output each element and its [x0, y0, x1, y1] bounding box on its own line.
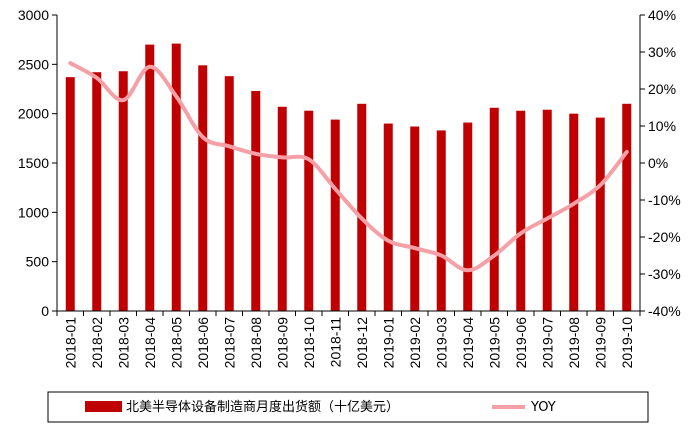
yoy-line	[68, 61, 629, 273]
legend-bar-swatch	[85, 401, 122, 412]
bar-series	[65, 43, 632, 312]
right-tick-label: -10%	[648, 192, 681, 208]
x-tick-label: 2019-06	[513, 317, 529, 369]
x-tick-label: 2018-11	[327, 317, 343, 368]
right-tick-label: 10%	[648, 118, 676, 134]
left-tick-label: 1500	[18, 155, 49, 171]
bar	[622, 103, 632, 311]
left-tick-label: 0	[41, 303, 49, 319]
x-tick-label: 2018-02	[89, 317, 105, 369]
bar	[92, 72, 102, 311]
right-tick-label: -20%	[648, 229, 681, 245]
x-tick-label: 2018-03	[115, 317, 131, 369]
bar	[489, 107, 499, 311]
left-tick-label: 3000	[18, 7, 49, 23]
bar	[569, 113, 579, 312]
bar	[171, 43, 181, 311]
x-tick-label: 2019-04	[460, 317, 476, 369]
x-tick-label: 2019-07	[539, 317, 555, 369]
bar	[198, 65, 208, 311]
right-tick-label: 20%	[648, 81, 676, 97]
legend-line-label: YOY	[530, 400, 556, 415]
x-axis-ticks: 2018-01 2018-02 2018-03 2018-04 2018-05 2018-…	[56, 311, 641, 369]
bar	[304, 110, 314, 311]
x-tick-label: 2019-03	[433, 317, 449, 369]
left-axis-ticks: 0 500 1000 1500 2000 2500 3000	[18, 7, 57, 319]
bar	[410, 126, 420, 311]
bar	[463, 122, 473, 312]
x-tick-label: 2019-09	[592, 317, 608, 369]
left-tick-label: 500	[26, 254, 50, 270]
x-tick-label: 2018-06	[195, 317, 211, 369]
x-tick-label: 2019-01	[380, 317, 396, 369]
bar	[330, 119, 340, 311]
left-tick-label: 2000	[18, 106, 49, 122]
x-tick-label: 2018-04	[142, 317, 158, 369]
right-tick-label: 40%	[648, 7, 676, 23]
right-tick-label: 0%	[648, 155, 668, 171]
x-tick-label: 2018-12	[354, 317, 370, 369]
x-tick-label: 2019-10	[619, 317, 635, 369]
bar	[224, 76, 234, 311]
bar	[145, 44, 155, 311]
left-tick-label: 1000	[18, 204, 49, 220]
legend-bar-label: 北美半导体设备制造商月度出货额（十亿美元）	[126, 399, 399, 415]
x-tick-label: 2018-08	[248, 317, 264, 369]
bar	[357, 103, 367, 311]
bar	[436, 130, 446, 311]
right-tick-label: 30%	[648, 44, 676, 60]
bar	[542, 109, 552, 311]
x-tick-label: 2018-07	[221, 317, 237, 369]
right-tick-label: -30%	[648, 266, 681, 282]
x-tick-label: 2019-02	[407, 317, 423, 369]
right-tick-label: -40%	[648, 303, 681, 319]
bar	[251, 90, 261, 312]
bar	[118, 71, 128, 312]
bar	[277, 106, 287, 311]
x-tick-label: 2018-01	[62, 317, 78, 369]
x-tick-label: 2018-05	[168, 317, 184, 369]
left-tick-label: 2500	[18, 56, 49, 72]
bar	[595, 117, 605, 311]
x-tick-label: 2019-08	[566, 317, 582, 369]
x-tick-label: 2018-09	[274, 317, 290, 369]
right-axis-ticks: -40% -30% -20% -10% 0% 10% 20% 30% 40%	[640, 7, 681, 319]
x-tick-label: 2019-05	[486, 317, 502, 369]
legend-box	[47, 391, 649, 423]
bar	[383, 123, 393, 312]
bar	[65, 77, 75, 311]
x-tick-label: 2018-10	[301, 317, 317, 369]
bar	[516, 110, 526, 311]
